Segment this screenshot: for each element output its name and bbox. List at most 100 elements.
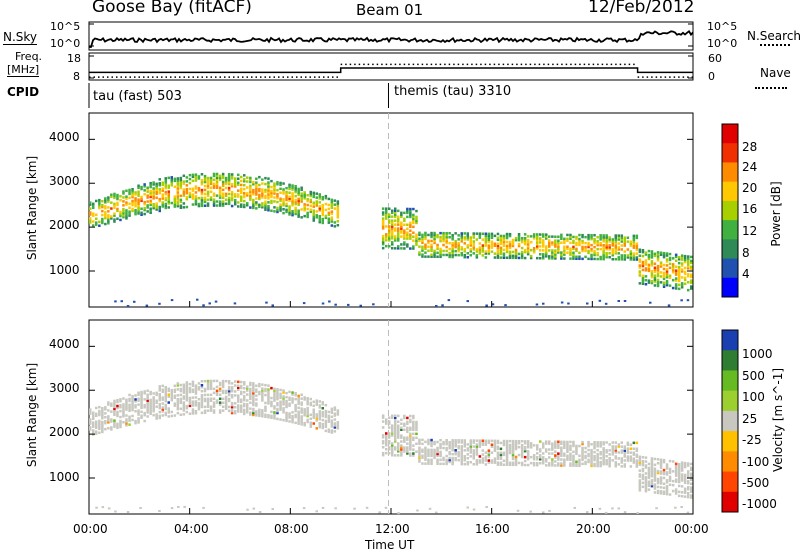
velocity-echo-cell bbox=[279, 392, 282, 396]
velocity-echo-cell bbox=[599, 443, 602, 446]
velocity-echo-cell bbox=[95, 406, 98, 410]
velocity-echo-cell bbox=[690, 478, 693, 481]
power-echo-cell bbox=[131, 188, 134, 191]
velocity-echo-cell bbox=[674, 462, 678, 466]
power-ground-cell bbox=[535, 303, 539, 306]
velocity-echo-cell bbox=[258, 410, 261, 414]
velocity-echo-cell bbox=[514, 455, 518, 459]
velocity-echo-cell bbox=[575, 446, 578, 450]
velocity-echo-cell bbox=[674, 492, 678, 495]
power-echo-cell bbox=[381, 225, 385, 228]
power-echo-cell bbox=[291, 188, 294, 191]
velocity-echo-cell bbox=[496, 463, 500, 466]
power-echo-cell bbox=[294, 212, 297, 216]
power-echo-cell bbox=[451, 247, 454, 251]
power-echo-cell bbox=[463, 232, 466, 235]
velocity-echo-cell bbox=[674, 488, 678, 491]
velocity-echo-cell bbox=[677, 466, 681, 470]
velocity-echo-cell bbox=[215, 393, 219, 396]
power-echo-cell bbox=[687, 263, 690, 266]
velocity-echo-cell bbox=[690, 488, 693, 491]
velocity-echo-cell bbox=[406, 448, 409, 451]
velocity-echo-cell bbox=[472, 451, 475, 454]
velocity-echo-cell bbox=[484, 439, 488, 442]
power-echo-cell bbox=[267, 191, 270, 194]
power-echo-cell bbox=[197, 189, 201, 192]
velocity-echo-cell bbox=[430, 454, 433, 458]
power-echo-cell bbox=[158, 207, 161, 211]
velocity-echo-cell bbox=[140, 402, 143, 406]
velocity-echo-cell bbox=[128, 409, 131, 412]
velocity-echo-cell bbox=[632, 461, 636, 464]
velocity-echo-cell bbox=[638, 487, 642, 490]
velocity-echo-cell bbox=[306, 410, 309, 414]
velocity-echo-cell bbox=[264, 407, 267, 411]
power-echo-cell bbox=[674, 253, 678, 257]
velocity-echo-cell bbox=[656, 458, 660, 461]
velocity-echo-cell bbox=[650, 461, 654, 464]
velocity-echo-cell bbox=[445, 446, 448, 450]
velocity-echo-cell bbox=[415, 442, 418, 445]
velocity-echo-cell bbox=[209, 409, 213, 412]
power-echo-cell bbox=[415, 235, 418, 238]
velocity-echo-cell bbox=[578, 454, 581, 458]
velocity-echo-cell bbox=[255, 414, 258, 417]
power-echo-cell bbox=[650, 262, 654, 265]
velocity-echo-cell bbox=[578, 444, 581, 448]
power-echo-cell bbox=[394, 247, 397, 250]
power-echo-cell bbox=[294, 210, 297, 214]
velocity-echo-cell bbox=[119, 419, 122, 423]
power-echo-cell bbox=[611, 242, 614, 245]
velocity-echo-cell bbox=[436, 440, 439, 444]
power-echo-cell bbox=[336, 200, 340, 203]
velocity-echo-cell bbox=[270, 414, 273, 418]
velocity-echo-cell bbox=[224, 407, 228, 410]
power-echo-cell bbox=[406, 211, 409, 215]
velocity-echo-cell bbox=[282, 401, 285, 404]
power-echo-cell bbox=[484, 232, 488, 235]
power-echo-cell bbox=[212, 194, 216, 197]
velocity-echo-cell bbox=[617, 445, 620, 448]
velocity-echo-cell bbox=[608, 449, 611, 452]
velocity-echo-cell bbox=[674, 478, 678, 481]
velocity-echo-cell bbox=[517, 453, 521, 457]
velocity-echo-cell bbox=[336, 427, 340, 430]
velocity-echo-cell bbox=[288, 412, 291, 415]
velocity-echo-cell bbox=[475, 443, 479, 446]
power-echo-cell bbox=[442, 233, 445, 237]
power-echo-cell bbox=[551, 241, 554, 244]
power-echo-cell bbox=[309, 198, 312, 202]
power-echo-cell bbox=[493, 252, 497, 255]
power-echo-cell bbox=[687, 267, 690, 270]
velocity-echo-cell bbox=[644, 460, 648, 463]
power-echo-cell bbox=[312, 201, 315, 204]
velocity-echo-cell bbox=[170, 410, 173, 414]
power-echo-cell bbox=[161, 189, 164, 192]
velocity-echo-cell bbox=[644, 466, 648, 469]
velocity-echo-cell bbox=[185, 410, 189, 414]
power-echo-cell bbox=[146, 188, 149, 191]
velocity-echo-cell bbox=[445, 442, 448, 446]
power-echo-cell bbox=[602, 257, 605, 261]
power-echo-cell bbox=[560, 253, 563, 256]
velocity-echo-cell bbox=[324, 409, 328, 413]
power-echo-cell bbox=[394, 219, 397, 222]
power-echo-cell bbox=[110, 201, 113, 204]
power-echo-cell bbox=[487, 234, 491, 237]
power-echo-cell bbox=[656, 264, 660, 268]
velocity-echo-cell bbox=[285, 413, 288, 417]
power-echo-cell bbox=[246, 202, 249, 205]
power-echo-cell bbox=[318, 215, 321, 218]
velocity-echo-cell bbox=[548, 440, 551, 443]
velocity-echo-cell bbox=[140, 406, 143, 410]
velocity-echo-cell bbox=[224, 399, 228, 403]
power-echo-cell bbox=[599, 255, 602, 259]
power-echo-cell bbox=[137, 212, 140, 215]
power-echo-cell bbox=[104, 214, 107, 218]
power-echo-cell bbox=[687, 257, 690, 260]
velocity-echo-cell bbox=[659, 458, 663, 461]
power-echo-cell bbox=[385, 217, 388, 220]
power-echo-cell bbox=[605, 252, 608, 255]
velocity-echo-cell bbox=[493, 459, 497, 462]
velocity-echo-cell bbox=[152, 408, 155, 411]
